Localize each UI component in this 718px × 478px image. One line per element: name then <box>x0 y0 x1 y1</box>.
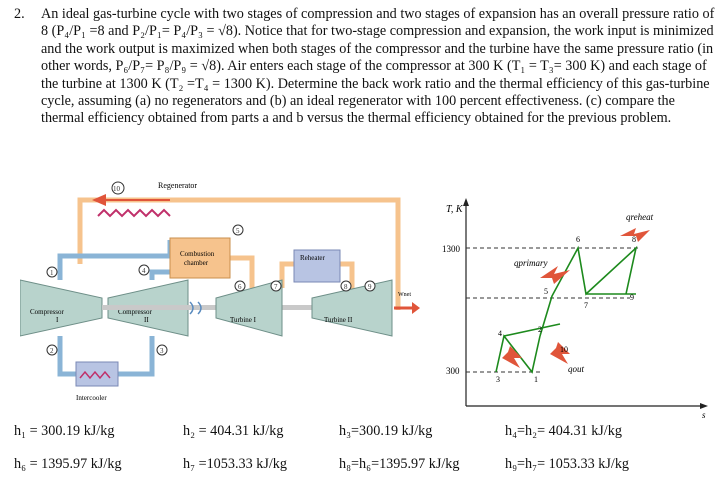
svg-text:3: 3 <box>160 347 164 355</box>
svg-text:9: 9 <box>630 293 634 302</box>
problem-number: 2. <box>14 6 25 22</box>
ts-points: 3 1 4 2 5 6 7 8 9 10 <box>496 235 636 384</box>
t-low-tick: 300 <box>446 366 460 376</box>
combustion-label: Combustion <box>180 250 215 258</box>
compressor-2-label: Compressor <box>118 308 153 316</box>
regenerator-coil <box>97 208 171 218</box>
svg-text:1: 1 <box>534 375 538 384</box>
q-reheat-label: qreheat <box>626 212 654 222</box>
h3-value: h₃=300.19 kJ/kg <box>339 423 433 439</box>
svg-text:4: 4 <box>142 267 146 275</box>
problem-text: An ideal gas-turbine cycle with two stag… <box>41 6 715 127</box>
regenerator-label: Regenerator <box>158 181 197 190</box>
compressor-1-numeral: I <box>56 316 59 324</box>
combustion-chamber <box>169 237 231 279</box>
heat-arrows <box>502 228 650 368</box>
y-axis-label: T, K <box>446 204 464 215</box>
svg-text:6: 6 <box>576 235 580 244</box>
t-high-tick: 1300 <box>442 244 461 254</box>
wnet-arrow <box>412 302 420 314</box>
flow-arrow <box>92 194 106 206</box>
svg-text:10: 10 <box>560 345 568 354</box>
h9-value: h₉=h₇= 1053.33 kJ/kg <box>505 456 630 472</box>
svg-text:4: 4 <box>498 329 502 338</box>
h1-value: h₁ = 300.19 kJ/kg <box>14 423 115 439</box>
h8-value: h₈=h₆=1395.97 kJ/kg <box>339 456 460 472</box>
svg-text:10: 10 <box>113 185 121 193</box>
reheater-label: Reheater <box>300 254 326 262</box>
combustion-label-2: chamber <box>184 259 209 267</box>
svg-text:2: 2 <box>50 347 54 355</box>
svg-text:1: 1 <box>50 269 54 277</box>
x-axis-label: s <box>702 410 706 418</box>
svg-text:7: 7 <box>584 301 588 310</box>
h7-value: h₇ =1053.33 kJ/kg <box>183 456 287 472</box>
intercooler-label: Intercooler <box>76 394 107 402</box>
turbine-2-label: Turbine II <box>324 316 353 324</box>
h4-value: h₄=h₂= 404.31 kJ/kg <box>505 423 622 439</box>
h2-value: h₂ = 404.31 kJ/kg <box>183 423 284 439</box>
wnet-label: Wnet <box>398 292 411 298</box>
svg-text:5: 5 <box>236 227 240 235</box>
reheater <box>293 249 341 283</box>
svg-text:9: 9 <box>368 283 372 291</box>
regenerator-pipe <box>77 197 401 310</box>
turbine-1 <box>215 279 283 337</box>
svg-text:5: 5 <box>544 287 548 296</box>
turbine-1-label: Turbine I <box>230 316 257 324</box>
svg-text:3: 3 <box>496 375 500 384</box>
compressor-1-label: Compressor <box>30 308 65 316</box>
svg-text:6: 6 <box>238 283 242 291</box>
cycle-schematic: Regenerator Compressor I Compressor II C… <box>20 181 420 402</box>
svg-text:7: 7 <box>274 283 278 291</box>
state-markers: 2 1 3 4 5 6 7 8 9 10 <box>46 181 376 356</box>
svg-text:8: 8 <box>344 283 348 291</box>
q-out-label: qout <box>568 364 585 374</box>
h6-value: h₆ = 1395.97 kJ/kg <box>14 456 122 472</box>
svg-text:2: 2 <box>538 325 542 334</box>
svg-text:8: 8 <box>632 235 636 244</box>
compressor-2-numeral: II <box>144 316 149 324</box>
q-primary-label: qprimary <box>514 258 548 268</box>
ts-diagram: T, K s 1300 300 3 1 4 2 5 6 7 8 9 10 qre… <box>442 198 708 418</box>
compressor-1 <box>20 279 103 337</box>
